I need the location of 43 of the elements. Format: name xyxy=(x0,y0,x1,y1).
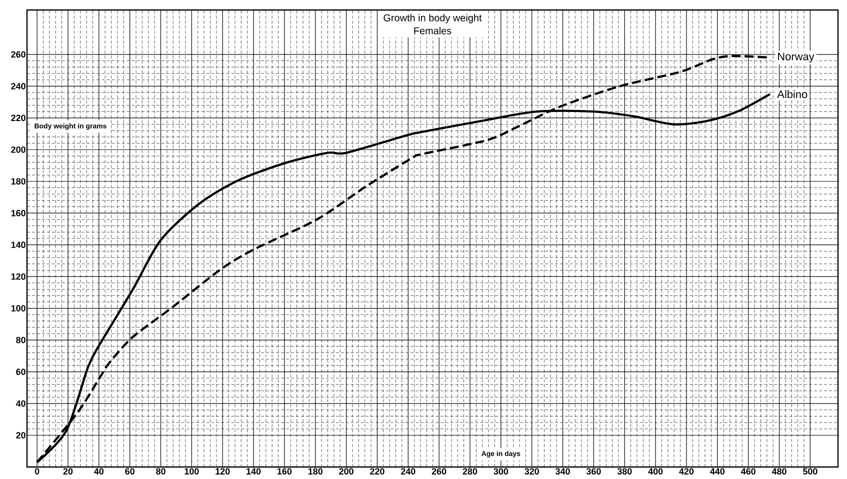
x-tick-label: 340 xyxy=(556,468,570,475)
text: Females xyxy=(414,27,452,34)
y-tick-label: 240 xyxy=(11,82,26,90)
y-tick-label: 120 xyxy=(11,273,26,280)
x-tick-label: 460 xyxy=(740,468,756,475)
x-tick-label: 260 xyxy=(432,468,446,475)
x-tick-label: 500 xyxy=(802,468,818,475)
x-tick-label: 60 xyxy=(125,468,134,475)
x-tick-label: 180 xyxy=(308,468,322,475)
x-tick-label: 20 xyxy=(63,468,73,475)
x-tick-label: 420 xyxy=(679,468,694,475)
y-tick-label: 180 xyxy=(11,178,26,185)
series-label: Norway xyxy=(778,52,814,62)
x-tick-label: 300 xyxy=(494,468,508,475)
y-tick-label: 60 xyxy=(16,368,26,375)
x-tick-label: 280 xyxy=(462,468,478,475)
y-tick-label: 220 xyxy=(11,114,26,122)
x-tick-label: 200 xyxy=(339,468,354,475)
chart-title: Growth in body weight xyxy=(384,14,482,24)
y-tick-label: 200 xyxy=(11,146,26,153)
x-tick-label: 400 xyxy=(648,468,663,475)
y-tick-label: 140 xyxy=(11,242,26,248)
x-tick-label: 480 xyxy=(772,468,786,475)
y-tick-label: 260 xyxy=(11,51,26,58)
x-tick-label: 0 xyxy=(34,468,40,475)
y-tick-label: 80 xyxy=(16,336,26,344)
x-tick-label: 80 xyxy=(156,468,166,475)
series-label: Albino xyxy=(777,90,808,98)
x-tick-label: 100 xyxy=(184,468,199,475)
x-tick-label: 440 xyxy=(710,468,725,475)
y-tick-label: 20 xyxy=(16,432,26,438)
x-tick-label: 320 xyxy=(524,468,539,475)
x-tick-label: 240 xyxy=(400,468,416,475)
y-tick-label: 100 xyxy=(11,305,26,312)
x-tick-label: 120 xyxy=(216,468,230,475)
x-tick-label: 220 xyxy=(370,468,384,475)
y-tick-label: 40 xyxy=(16,400,26,407)
x-tick-label: 40 xyxy=(94,468,104,475)
x-tick-label: 380 xyxy=(617,468,632,475)
y-tick-label: 160 xyxy=(11,210,26,216)
x-tick-label: 160 xyxy=(278,468,292,475)
x-tick-label: 360 xyxy=(586,468,601,475)
x-tick-label: 140 xyxy=(246,468,261,475)
